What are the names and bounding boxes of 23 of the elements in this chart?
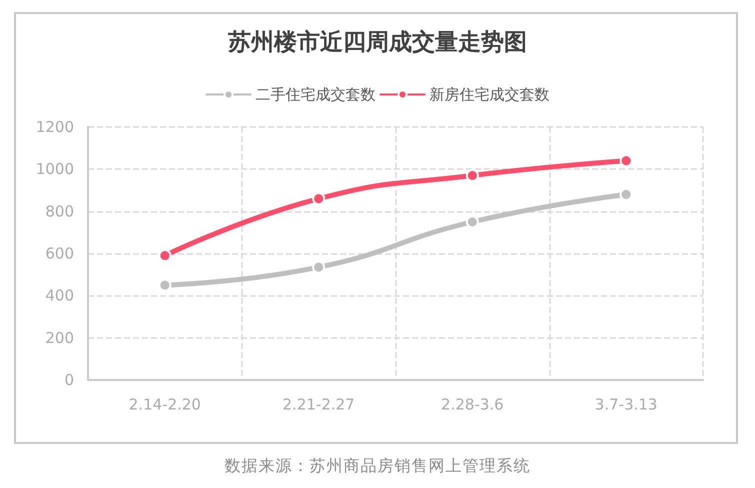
point bbox=[466, 168, 479, 182]
x-tick-label: 3.7-3.13 bbox=[594, 396, 658, 414]
x-tick-label: 2.28-3.6 bbox=[441, 396, 504, 414]
point bbox=[312, 260, 326, 274]
point bbox=[312, 192, 326, 206]
point bbox=[158, 278, 172, 292]
source-note: 数据来源：苏州商品房销售网上管理系统 bbox=[224, 456, 532, 477]
point bbox=[620, 154, 633, 168]
y-tick-label: 0 bbox=[64, 371, 74, 389]
y-tick-label: 400 bbox=[45, 286, 74, 305]
x-tick-label: 2.21-2.27 bbox=[282, 396, 355, 414]
y-tick-label: 1200 bbox=[36, 118, 74, 136]
chart-title: 苏州楼市近四周成交量走势图 bbox=[227, 28, 527, 56]
x-tick-label: 2.14-2.20 bbox=[128, 396, 201, 414]
legend-label: 新房住宅成交套数 bbox=[430, 86, 550, 104]
point bbox=[466, 215, 479, 228]
y-tick-label: 1000 bbox=[36, 160, 74, 178]
y-tick-label: 600 bbox=[45, 244, 74, 262]
point bbox=[620, 188, 633, 201]
legend-label: 二手住宅成交套数 bbox=[256, 86, 376, 104]
y-tick-label: 200 bbox=[45, 328, 74, 347]
point bbox=[158, 249, 172, 262]
y-tick-label: 800 bbox=[45, 202, 74, 220]
